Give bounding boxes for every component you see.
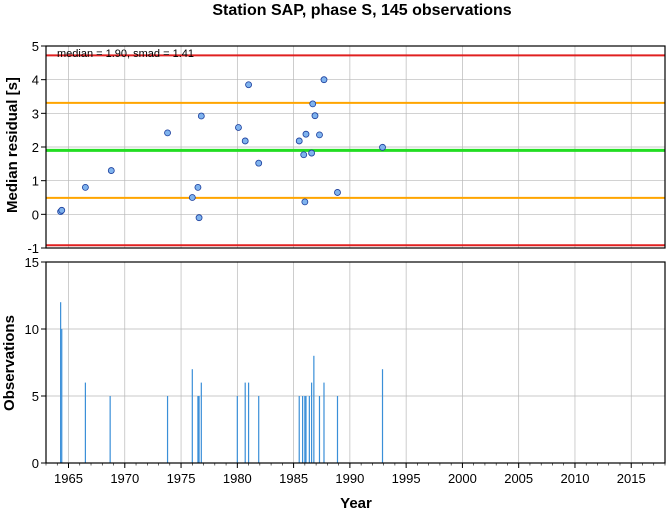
residual-annotation: median = 1.90, smad = 1.41 — [57, 48, 194, 60]
residual-point — [235, 124, 242, 131]
observations-y-axis-label: Observations — [1, 315, 18, 411]
residual-point — [81, 183, 89, 191]
residual-y-axis-label: Median residual [s] — [4, 77, 21, 213]
observation-bar — [197, 396, 199, 463]
observation-bar — [258, 396, 260, 463]
year-x-tick-label: 1975 — [167, 471, 196, 486]
residual-point — [255, 159, 263, 167]
observation-bar — [336, 396, 339, 463]
observation-bar — [381, 369, 384, 463]
residual-point — [188, 194, 196, 201]
residual-point — [197, 112, 205, 120]
observations-y-ticks: 0 5 10 15 — [25, 255, 46, 471]
residual-y-ticks: -1 0 1 2 3 4 5 — [27, 39, 46, 256]
year-x-tick-label: 1990 — [335, 471, 364, 486]
observations-panel: 0 5 10 15 1965 1970 1975 1980 1985 1990 1995 2000 2… — [1, 255, 666, 511]
residual-point — [301, 198, 309, 206]
residual-grid — [46, 45, 665, 249]
residual-y-tick-label: -1 — [27, 241, 39, 256]
residual-point — [379, 143, 386, 151]
residual-point — [311, 112, 319, 120]
observation-bar — [298, 396, 300, 463]
year-x-tick-label: 1985 — [279, 471, 308, 486]
observation-bar — [191, 369, 193, 463]
observation-bar — [61, 329, 63, 463]
residual-reference-lines — [46, 54, 665, 247]
observations-y-tick-label: 15 — [25, 255, 39, 270]
residual-point — [245, 81, 252, 89]
year-x-tick-label: 1965 — [54, 471, 83, 486]
observation-bar — [84, 382, 86, 463]
residual-point — [300, 151, 308, 159]
residual-y-tick-label: 5 — [32, 39, 39, 54]
residual-point — [195, 214, 203, 222]
residual-point — [334, 189, 341, 196]
observations-y-tick-label: 5 — [32, 389, 39, 404]
residual-point — [194, 183, 202, 191]
observation-bar — [308, 396, 310, 463]
observation-bar — [60, 302, 62, 463]
observation-bar — [198, 396, 200, 463]
observations-frame — [45, 261, 666, 464]
residual-y-tick-label: 0 — [32, 207, 39, 222]
observations-y-tick-label: 10 — [25, 322, 39, 337]
residual-point — [316, 131, 323, 139]
residual-y-tick-label: 3 — [32, 106, 39, 121]
residual-point — [302, 130, 310, 138]
observations-grid — [46, 261, 665, 464]
residual-point — [309, 100, 317, 108]
residual-y-tick-label: 1 — [32, 174, 39, 189]
observation-bar — [236, 396, 238, 463]
observations-y-tick-label: 0 — [32, 456, 39, 471]
residual-point — [320, 76, 328, 84]
observation-bar — [313, 355, 315, 463]
observation-bar — [302, 396, 304, 463]
year-x-ticks: 1965 1970 1975 1980 1985 1990 1995 2000 2005 2010… — [45, 463, 666, 486]
residual-point — [295, 137, 303, 145]
observation-bar — [166, 396, 169, 463]
residual-point — [308, 149, 316, 157]
residual-y-tick-label: 2 — [32, 140, 39, 155]
observation-bar — [244, 382, 246, 463]
residual-y-tick-label: 4 — [32, 73, 39, 88]
observation-bar — [247, 382, 250, 463]
observation-bar — [200, 382, 202, 463]
year-x-tick-label: 2005 — [504, 471, 533, 486]
residual-point — [241, 137, 249, 145]
residual-points — [57, 76, 386, 222]
residual-panel: -1 0 1 2 3 4 5 median = 1.90, smad = 1.41 Medi… — [4, 39, 666, 256]
figure-title: Station SAP, phase S, 145 observations — [212, 2, 511, 19]
year-x-tick-label: 1970 — [110, 471, 139, 486]
year-x-tick-label: 2015 — [617, 471, 646, 486]
observation-bar — [323, 382, 325, 463]
residual-point — [107, 167, 115, 174]
residual-point — [58, 206, 66, 214]
observation-bar — [109, 396, 111, 463]
observations-bars — [60, 302, 384, 463]
observation-bar — [305, 396, 307, 463]
observation-bar — [311, 382, 313, 463]
observation-bar — [304, 396, 306, 463]
year-x-tick-label: 1980 — [223, 471, 252, 486]
observation-bar — [318, 396, 321, 463]
year-x-tick-label: 1995 — [392, 471, 421, 486]
year-x-axis-label: Year — [340, 495, 372, 511]
year-x-tick-label: 2000 — [448, 471, 477, 486]
residual-point — [164, 129, 171, 137]
year-x-tick-label: 2010 — [561, 471, 590, 486]
